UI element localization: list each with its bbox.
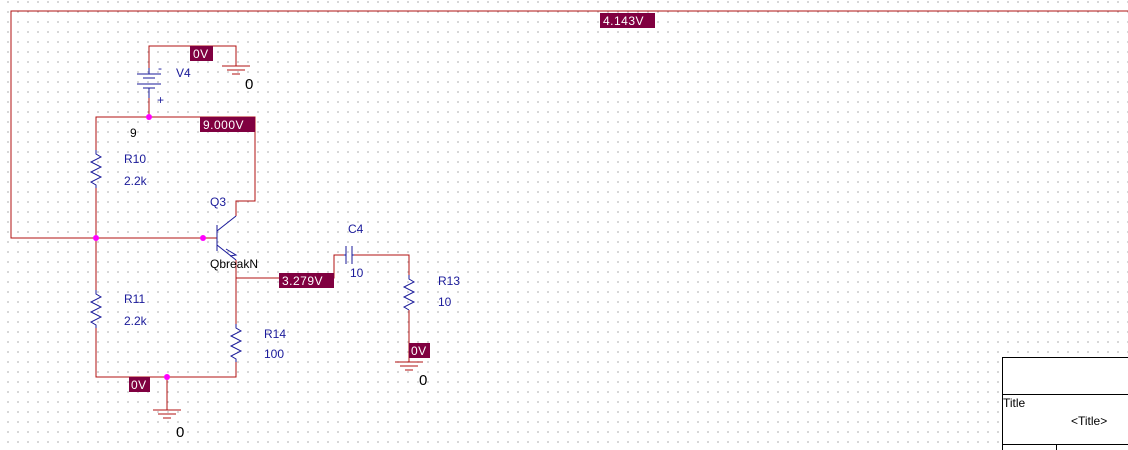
r13-ground-symbol[interactable] bbox=[395, 361, 423, 371]
svg-text:3.279V: 3.279V bbox=[282, 274, 323, 288]
v4-battery[interactable]: - + bbox=[137, 61, 164, 107]
bottom-ground-symbol[interactable] bbox=[153, 409, 181, 419]
c4-label: C4 bbox=[348, 222, 364, 236]
title-block[interactable]: Title <Title> bbox=[1002, 357, 1128, 450]
svg-text:4.143V: 4.143V bbox=[603, 14, 644, 28]
voltage-marker-supply[interactable]: 9.000V bbox=[200, 117, 255, 132]
r13-value: 10 bbox=[438, 295, 452, 309]
v4-minus-sign: - bbox=[158, 61, 162, 75]
q3-model: QbreakN bbox=[210, 257, 258, 271]
r10-label: R10 bbox=[124, 152, 146, 166]
r10-value: 2.2k bbox=[124, 174, 148, 188]
v4-ground-symbol[interactable] bbox=[222, 62, 250, 75]
r11-value: 2.2k bbox=[124, 314, 148, 328]
junction-base-left bbox=[93, 235, 99, 241]
wire-feedback-loop[interactable] bbox=[10, 10, 1128, 239]
voltage-marker-r13-bottom[interactable]: 0V bbox=[409, 343, 430, 358]
r14-label: R14 bbox=[264, 327, 286, 341]
voltage-marker-bottom-rail[interactable]: 0V bbox=[129, 377, 150, 392]
title-block-title-label: Title bbox=[1003, 396, 1026, 410]
supply-node-label: 9 bbox=[130, 126, 137, 140]
wire-bottom-rail[interactable] bbox=[95, 328, 237, 378]
junction-bottom-rail bbox=[164, 374, 170, 380]
r14-value: 100 bbox=[264, 347, 284, 361]
c4-value: 10 bbox=[350, 266, 364, 280]
wire-c4-to-r13[interactable] bbox=[354, 254, 410, 275]
voltage-marker-emitter[interactable]: 3.279V bbox=[279, 273, 334, 288]
svg-text:9.000V: 9.000V bbox=[203, 118, 244, 132]
r10-resistor[interactable] bbox=[89, 150, 103, 188]
junction-supply bbox=[146, 114, 152, 120]
q3-transistor[interactable] bbox=[216, 215, 238, 261]
c4-capacitor[interactable] bbox=[344, 246, 354, 264]
v4-ground-label: 0 bbox=[245, 76, 253, 93]
voltage-marker-feedback[interactable]: 4.143V bbox=[600, 13, 655, 28]
r13-label: R13 bbox=[438, 274, 460, 288]
r14-resistor[interactable] bbox=[229, 324, 243, 362]
wire-supply-rail[interactable] bbox=[95, 116, 256, 216]
r13-ground-label: 0 bbox=[419, 372, 427, 389]
v4-label: V4 bbox=[176, 66, 191, 80]
bottom-ground-label: 0 bbox=[176, 424, 184, 441]
junction-base-right bbox=[200, 235, 206, 241]
q3-label: Q3 bbox=[210, 195, 226, 209]
v4-plus-sign: + bbox=[157, 93, 164, 107]
title-block-title-value: <Title> bbox=[1071, 414, 1107, 428]
voltage-marker-v4-top[interactable]: 0V bbox=[190, 46, 213, 61]
r11-resistor[interactable] bbox=[89, 290, 103, 328]
svg-text:0V: 0V bbox=[193, 47, 209, 61]
svg-text:0V: 0V bbox=[411, 344, 427, 358]
r11-label: R11 bbox=[124, 292, 145, 306]
r13-resistor[interactable] bbox=[402, 275, 416, 311]
svg-text:0V: 0V bbox=[131, 378, 147, 392]
